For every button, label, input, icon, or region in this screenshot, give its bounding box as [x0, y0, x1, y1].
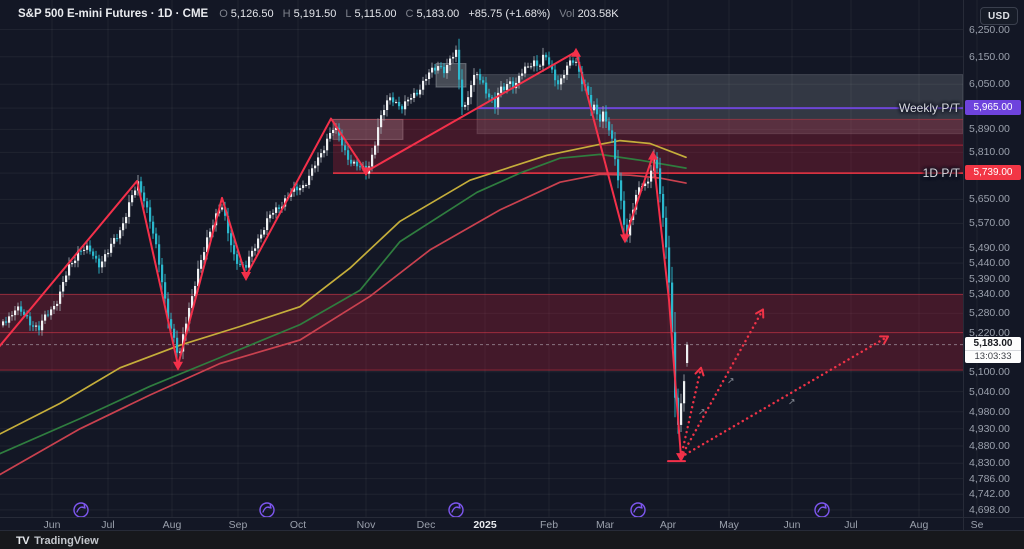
time-axis-label: Jun — [783, 519, 801, 531]
time-axis-label: Oct — [289, 519, 307, 531]
projection-handle-mark: ↗ — [727, 376, 735, 386]
price-axis-label: 5,650.00 — [969, 193, 1010, 205]
price-axis-label: 4,830.00 — [969, 457, 1010, 469]
chart-legend: S&P 500 E-mini Futures · 1D · CME O 5,12… — [18, 8, 619, 20]
trend-arrowhead — [173, 361, 183, 371]
time-axis-label: Jul — [844, 519, 858, 531]
projection-handle-mark: ↗ — [788, 397, 796, 407]
candlestick-series — [2, 38, 689, 434]
time-axis-label: Dec — [416, 519, 436, 531]
price-axis-label: 5,040.00 — [969, 386, 1010, 398]
price-axis-label: 4,786.00 — [969, 473, 1010, 485]
projection-arrowhead — [883, 335, 889, 345]
time-axis-label: Sep — [228, 519, 248, 531]
trend-arrowhead — [648, 150, 658, 160]
low-label: L — [345, 8, 352, 20]
volume-value: 203.58K — [577, 8, 619, 20]
time-axis-label: Apr — [659, 519, 677, 531]
price-axis-label: 5,340.00 — [969, 288, 1010, 300]
time-axis-label: Nov — [356, 519, 376, 531]
projection-arrowhead — [700, 366, 705, 377]
tradingview-logo-icon: TV — [16, 534, 30, 547]
footer-bar: TV TradingView — [0, 530, 1024, 549]
resistance-band-red[interactable] — [333, 119, 963, 174]
trend-line-drawing[interactable] — [0, 47, 686, 463]
trend-arrowhead — [361, 167, 371, 177]
close-label: C — [405, 8, 414, 20]
price-axis-label: 5,890.00 — [969, 123, 1010, 135]
projection-line[interactable] — [679, 366, 703, 459]
time-axis-label: May — [719, 519, 739, 531]
level-lines[interactable] — [0, 107, 963, 371]
price-axis-label: 6,150.00 — [969, 51, 1010, 63]
price-axis-label: 4,742.00 — [969, 488, 1010, 500]
projection-arrowhead — [755, 308, 764, 315]
high-value: 5,191.50 — [293, 8, 337, 20]
price-axis-separator — [963, 0, 964, 530]
price-axis-label: 4,698.00 — [969, 504, 1010, 516]
time-axis-label: Feb — [539, 519, 559, 531]
price-axis-label: 5,220.00 — [969, 327, 1010, 339]
price-axis-label: 5,810.00 — [969, 146, 1010, 158]
time-axis-label: Se — [970, 519, 984, 531]
last-price-value: 5,183.00 — [973, 338, 1013, 349]
tradingview-logo[interactable]: TV TradingView — [16, 535, 99, 547]
time-axis-label: Aug — [162, 519, 182, 531]
price-axis-label: 5,100.00 — [969, 366, 1010, 378]
day-pt-line-label[interactable]: 1D P/T — [922, 166, 960, 180]
time-axis-label: Mar — [595, 519, 615, 531]
price-axis-label: 4,880.00 — [969, 440, 1010, 452]
volume-label: Vol — [559, 8, 575, 20]
last-price-badge: 5,183.00 13:03:33 — [965, 337, 1021, 363]
time-axis-separator — [0, 517, 1024, 518]
open-label: O — [219, 8, 228, 20]
price-axis-label: 5,440.00 — [969, 257, 1010, 269]
projection-handle-mark: ↗ — [698, 408, 706, 418]
high-label: H — [282, 8, 291, 20]
price-axis-label: 5,570.00 — [969, 217, 1010, 229]
tradingview-brand-text: TradingView — [34, 534, 99, 547]
projection-line[interactable] — [679, 335, 890, 459]
projection-arrowhead — [694, 366, 702, 375]
time-axis-label: Jun — [43, 519, 61, 531]
ma-slow-red[interactable] — [0, 173, 687, 476]
trend-arrowhead — [620, 234, 630, 244]
change-value: +85.75 (+1.68%) — [468, 8, 551, 20]
trend-arrowhead — [571, 47, 581, 57]
price-axis-label: 5,280.00 — [969, 307, 1010, 319]
bar-countdown: 13:03:33 — [965, 350, 1021, 363]
trend-arrowhead — [241, 272, 251, 282]
price-axis-label: 4,930.00 — [969, 423, 1010, 435]
price-axis-label: 5,390.00 — [969, 273, 1010, 285]
symbol-title[interactable]: S&P 500 E-mini Futures · 1D · CME — [18, 8, 209, 20]
price-axis-label: 6,050.00 — [969, 78, 1010, 90]
time-axis-label: Aug — [909, 519, 929, 531]
time-axis-label: Jul — [101, 519, 115, 531]
time-axis-label: 2025 — [473, 519, 497, 531]
open-value: 5,126.50 — [230, 8, 274, 20]
projection-arrows[interactable]: ↗ ↗ ↗ — [679, 308, 890, 459]
currency-toggle-button[interactable]: USD — [980, 7, 1018, 25]
weekly-pt-price-badge: 5,965.00 — [965, 100, 1021, 115]
ma-mid-green[interactable] — [0, 153, 687, 455]
ma-fast-yellow[interactable] — [0, 139, 687, 435]
price-axis-label: 5,490.00 — [969, 242, 1010, 254]
weekly-pt-line-label[interactable]: Weekly P/T — [898, 101, 960, 115]
low-value: 5,115.00 — [354, 8, 397, 20]
price-axis-label: 6,250.00 — [969, 24, 1010, 36]
day-pt-price-badge: 5,739.00 — [965, 165, 1021, 180]
close-value: 5,183.00 — [416, 8, 460, 20]
price-axis-label: 4,980.00 — [969, 406, 1010, 418]
